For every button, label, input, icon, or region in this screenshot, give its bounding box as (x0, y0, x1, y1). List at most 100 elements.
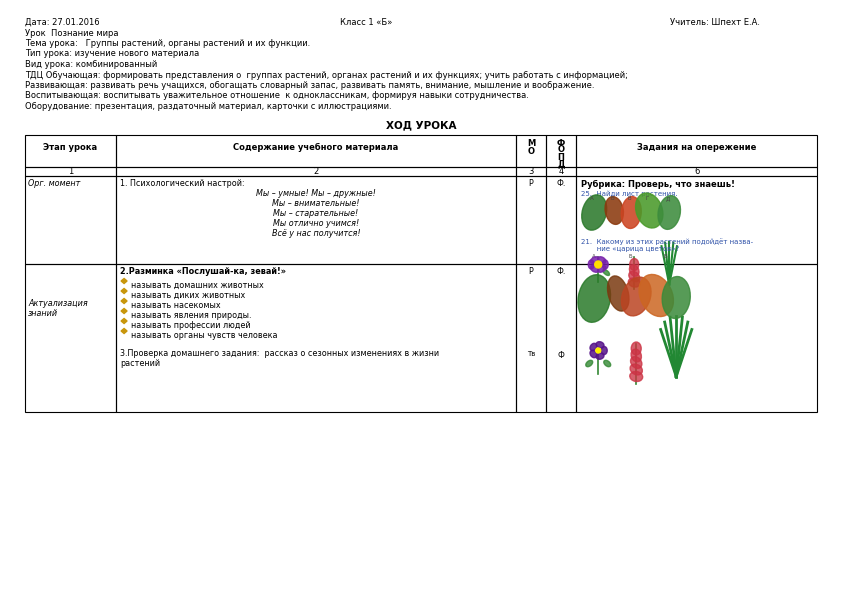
Text: называть домашних животных: называть домашних животных (131, 280, 264, 290)
Ellipse shape (636, 193, 663, 228)
Ellipse shape (632, 342, 642, 355)
Bar (546, 176, 576, 264)
Polygon shape (121, 299, 127, 303)
Text: 3.Проверка домашнего задания:  рассказ о сезонных изменениях в жизни: 3.Проверка домашнего задания: рассказ о … (120, 349, 440, 359)
Ellipse shape (598, 256, 606, 264)
Ellipse shape (590, 350, 597, 358)
Text: Ф.: Ф. (557, 180, 566, 189)
Text: Ф: Ф (557, 139, 565, 148)
Ellipse shape (630, 258, 639, 271)
Text: В: В (627, 196, 631, 202)
Text: Актуализация
знаний: Актуализация знаний (28, 299, 88, 318)
Ellipse shape (598, 265, 606, 273)
Ellipse shape (630, 265, 639, 276)
Text: растений: растений (120, 359, 160, 368)
Text: Мы – внимательные!: Мы – внимательные! (272, 199, 360, 208)
Ellipse shape (604, 361, 610, 367)
Text: 6: 6 (694, 167, 700, 176)
Ellipse shape (629, 271, 640, 281)
Bar (546, 134, 576, 167)
Bar (546, 264, 576, 412)
Ellipse shape (605, 196, 623, 224)
Text: Учитель: Шпехт Е.А.: Учитель: Шпехт Е.А. (670, 18, 760, 27)
Ellipse shape (628, 278, 640, 287)
Text: 2.Разминка «Послушай-ка, зевай!»: 2.Разминка «Послушай-ка, зевай!» (120, 268, 286, 277)
Polygon shape (121, 318, 127, 324)
Ellipse shape (582, 195, 607, 230)
Ellipse shape (631, 349, 642, 362)
Ellipse shape (631, 356, 642, 368)
Text: Вид урока: комбинированный: Вид урока: комбинированный (25, 60, 157, 69)
Text: 1. Психологический настрой:: 1. Психологический настрой: (120, 178, 245, 187)
Ellipse shape (602, 260, 608, 269)
Text: ХОД УРОКА: ХОД УРОКА (386, 121, 456, 130)
Ellipse shape (596, 353, 604, 359)
Circle shape (596, 348, 600, 353)
Text: Тв: Тв (527, 352, 536, 358)
Text: П: П (557, 152, 565, 161)
Text: Класс 1 «Б»: Класс 1 «Б» (340, 18, 392, 27)
Text: Б: Б (610, 196, 614, 202)
Text: 4: 4 (558, 167, 564, 176)
Text: называть диких животных: называть диких животных (131, 290, 245, 299)
Text: 1: 1 (68, 167, 73, 176)
Ellipse shape (596, 342, 604, 348)
Bar (576, 134, 817, 167)
Polygon shape (121, 289, 127, 293)
Text: называть явления природы.: называть явления природы. (131, 311, 252, 320)
Bar (516, 134, 546, 167)
Text: Всё у нас получится!: Всё у нас получится! (272, 230, 360, 239)
Ellipse shape (658, 196, 680, 229)
Bar (116, 264, 516, 412)
Text: Мы отлично учимся!: Мы отлично учимся! (273, 220, 360, 228)
Ellipse shape (590, 265, 599, 273)
Text: называть насекомых: называть насекомых (131, 300, 221, 309)
Text: Тип урока: изучение нового материала: Тип урока: изучение нового материала (25, 49, 200, 58)
Bar (25, 167, 116, 176)
Text: Д: Д (665, 196, 669, 202)
Ellipse shape (603, 270, 610, 275)
Text: В: В (663, 253, 667, 258)
Text: Д: Д (557, 159, 565, 168)
Text: 2: 2 (313, 167, 318, 176)
Ellipse shape (662, 277, 690, 318)
Bar (116, 176, 516, 264)
Ellipse shape (621, 196, 642, 228)
Ellipse shape (639, 274, 674, 317)
Text: 25.  Найди лист растения.: 25. Найди лист растения. (581, 190, 678, 197)
Polygon shape (121, 328, 127, 334)
Text: Задания на опережение: Задания на опережение (637, 143, 756, 152)
Text: А: А (592, 253, 596, 258)
Ellipse shape (586, 361, 593, 367)
Text: Содержание учебного материала: Содержание учебного материала (233, 143, 398, 152)
Text: Р: Р (529, 180, 534, 189)
Bar (516, 167, 546, 176)
Text: Г: Г (645, 196, 648, 202)
Text: Орг. момент: Орг. момент (28, 178, 80, 187)
Ellipse shape (608, 276, 629, 311)
Ellipse shape (630, 371, 642, 381)
Text: А: А (590, 196, 594, 202)
Text: ТДЦ Обучающая: формировать представления о  группах растений, органах растений и: ТДЦ Обучающая: формировать представления… (25, 70, 628, 80)
Ellipse shape (630, 364, 642, 375)
Bar (25, 134, 116, 167)
Text: М: М (527, 139, 536, 149)
Text: О: О (528, 148, 535, 156)
Ellipse shape (590, 256, 599, 264)
Ellipse shape (601, 346, 607, 355)
Bar (116, 134, 516, 167)
Bar (576, 167, 817, 176)
Text: О: О (557, 146, 565, 155)
Text: Мы – старательные!: Мы – старательные! (274, 209, 359, 218)
Text: Б: Б (628, 253, 632, 258)
Text: называть профессии людей: называть профессии людей (131, 321, 251, 330)
Bar (576, 176, 817, 264)
Text: Ф.: Ф. (557, 268, 566, 277)
Bar (25, 264, 116, 412)
Ellipse shape (590, 343, 597, 350)
Ellipse shape (589, 260, 594, 269)
Bar (516, 176, 546, 264)
Text: Этап урока: Этап урока (44, 143, 98, 152)
Text: 3: 3 (529, 167, 534, 176)
Text: Дата: 27.01.2016: Дата: 27.01.2016 (25, 18, 99, 27)
